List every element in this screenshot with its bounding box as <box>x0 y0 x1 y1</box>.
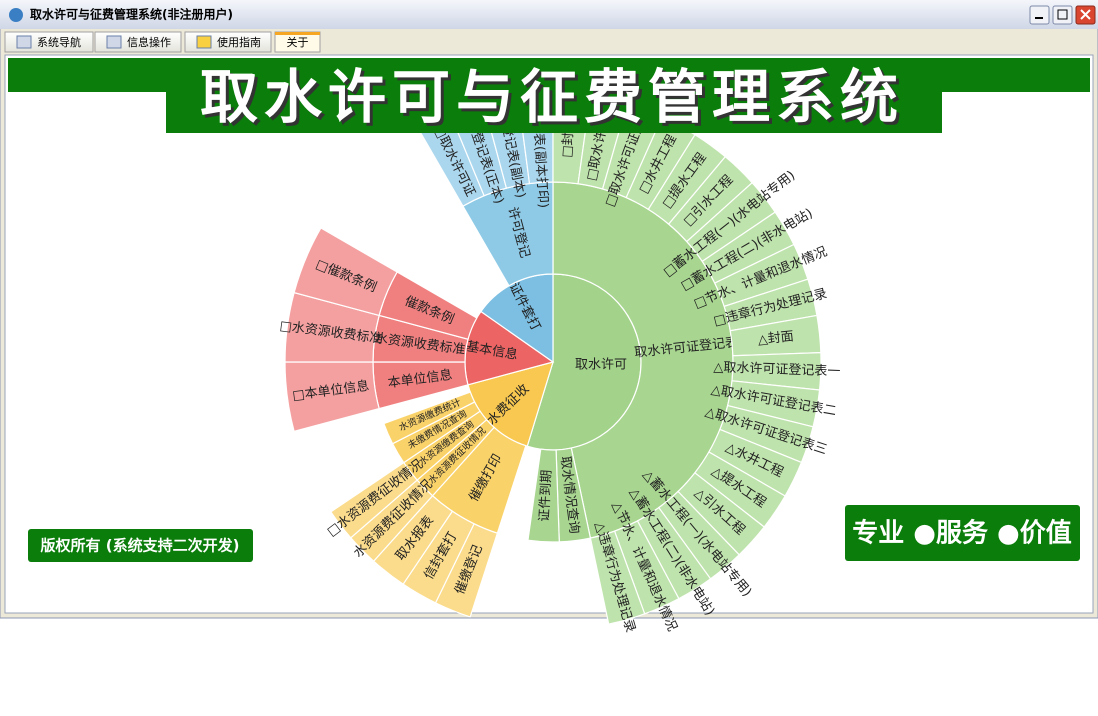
tab-icon <box>106 35 122 49</box>
tab-icon <box>196 35 212 49</box>
segment-label: 证件到期 <box>537 469 555 522</box>
slogan-box <box>845 505 1080 561</box>
sunburst-segment[interactable] <box>329 461 418 539</box>
maximize-button[interactable] <box>1052 5 1073 25</box>
tab-label: 信息操作 <box>127 35 171 49</box>
sunburst-segment[interactable] <box>589 530 646 625</box>
app-icon <box>9 8 23 22</box>
segment-label: 取水许可 <box>575 358 627 373</box>
icon <box>1057 9 1068 20</box>
sunburst-segment[interactable] <box>527 448 560 543</box>
title-bar <box>0 0 1098 29</box>
slogan: 专业 ●服务 ●价值 <box>852 519 1071 549</box>
tab-icon <box>16 35 32 49</box>
copyright-box <box>28 529 253 562</box>
banner-shadow: 取水许可与征费管理系统 <box>203 66 907 134</box>
copyright: 版权所有 (系统支持二次开发) <box>41 537 240 555</box>
segment-label: △封面 <box>757 329 794 348</box>
tab-label: 系统导航 <box>37 35 81 49</box>
tab-label: 关于 <box>287 35 309 49</box>
tab-bar: 系统导航 信息操作 使用指南 关于 <box>4 31 321 53</box>
banner-title: 取水许可与征费管理系统 <box>200 63 904 131</box>
icon <box>1080 9 1091 20</box>
icon <box>1035 17 1043 19</box>
segment-label: △取水许可证登记表一 <box>713 360 840 379</box>
window-buttons <box>1029 5 1096 25</box>
sunburst-segment[interactable] <box>293 227 398 317</box>
sunburst-segment[interactable] <box>383 391 476 445</box>
minimize-button[interactable] <box>1029 5 1050 25</box>
tab-highlight <box>275 32 320 35</box>
banner <box>166 62 942 133</box>
window-title: 取水许可与征费管理系统(非注册用户) <box>30 7 233 22</box>
tab-label: 使用指南 <box>217 35 261 49</box>
